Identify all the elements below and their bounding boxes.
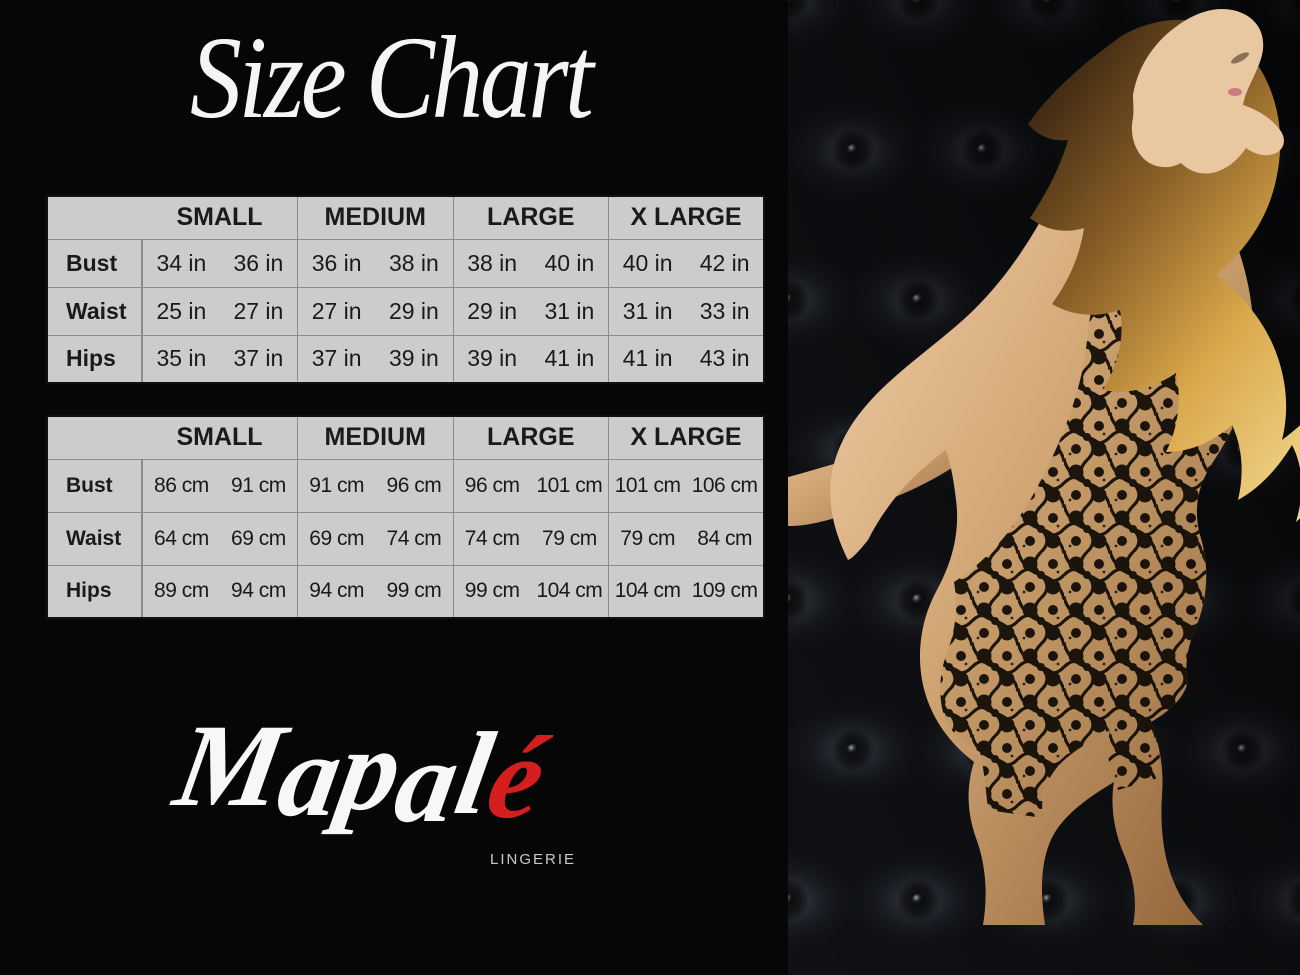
svg-text:Mapalé: Mapalé: [161, 700, 560, 847]
